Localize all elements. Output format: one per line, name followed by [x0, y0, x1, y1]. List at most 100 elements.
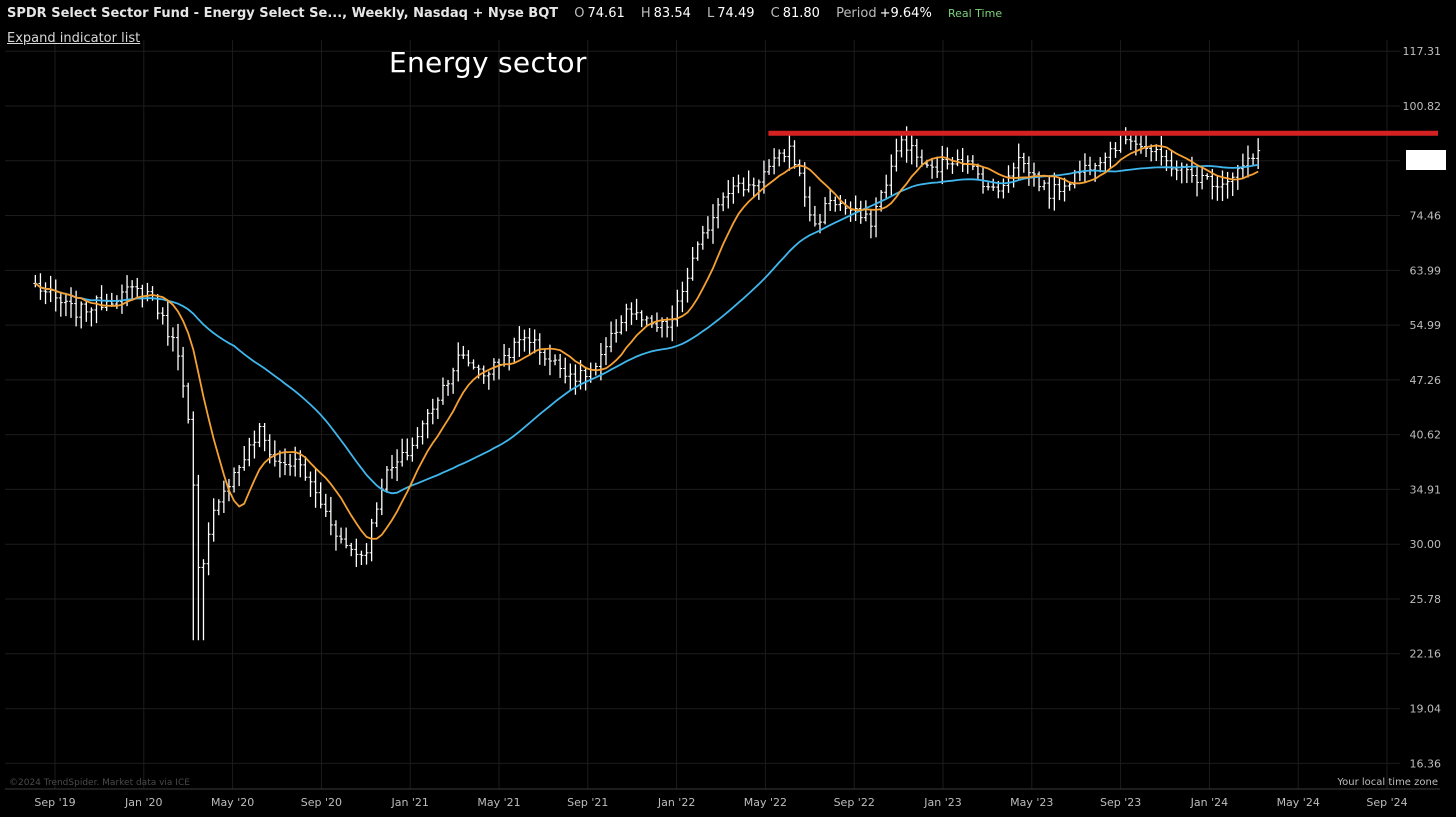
y-tick-label: 30.00: [1410, 538, 1442, 551]
ohlc-bar: [191, 411, 196, 641]
x-tick-label: Sep '22: [834, 796, 875, 809]
ohlc-bar: [410, 437, 415, 462]
realtime-badge: Real Time: [947, 7, 1003, 20]
ohlc-bar: [1113, 142, 1118, 158]
ohlc-bar: [1098, 157, 1103, 173]
ohlc-bar: [303, 456, 308, 481]
ohlc-bar: [517, 326, 522, 357]
ohlc-bar: [593, 362, 598, 376]
ohlc-bar: [609, 321, 614, 353]
y-tick-label: 22.16: [1410, 648, 1442, 661]
ohlc-bar: [466, 350, 471, 367]
x-tick-label: Sep '20: [301, 796, 342, 809]
ohlc-bar: [69, 287, 74, 318]
ohlc-bar: [369, 518, 374, 562]
ohlc-bar: [935, 156, 940, 178]
ohlc-bar: [339, 527, 344, 544]
ohlc-bar: [884, 174, 889, 199]
ohlc-bar: [323, 493, 328, 517]
x-tick-label: Sep '23: [1100, 796, 1141, 809]
ohlc-bar: [746, 170, 751, 193]
copyright-note: ©2024 TrendSpider. Market data via ICE: [9, 778, 190, 788]
ohlc-bar: [1042, 180, 1047, 191]
ohlc-bar: [99, 285, 104, 311]
x-tick-label: Jan '22: [657, 796, 695, 809]
y-tick-label: 47.26: [1410, 374, 1442, 387]
ohlc-bar: [1082, 153, 1087, 184]
ohlc-bar: [1149, 144, 1154, 162]
ohlc-bar: [1001, 178, 1006, 199]
y-tick-label: 25.78: [1410, 593, 1442, 606]
ohlc-bar: [823, 197, 828, 225]
ohlc-bar: [344, 527, 349, 549]
x-axis: Sep '19 Jan '20 May '20 Sep '20 Jan '21 May '…: [5, 788, 1440, 809]
ohlc-bar: [547, 344, 552, 376]
ohlc-bar: [634, 298, 639, 321]
ohlc-bar: [558, 353, 563, 378]
ohlc-bar: [787, 133, 792, 171]
ohlc-bar: [119, 284, 124, 314]
ohlc-bar: [690, 246, 695, 281]
x-tick-label: Sep '21: [567, 796, 608, 809]
ohlc-bar: [486, 371, 491, 390]
ohlc-bar: [390, 454, 395, 479]
ohlc-bar: [833, 196, 838, 212]
close-value: 81.80: [782, 6, 820, 21]
ohlc-bar: [1200, 167, 1205, 190]
low-label: L: [707, 6, 715, 21]
ohlc-bar: [43, 282, 48, 305]
ohlc-bar: [349, 542, 354, 557]
moving-average-slow-line: [34, 163, 1259, 495]
ohlc-bar: [1225, 171, 1230, 199]
ohlc-bar: [1179, 162, 1184, 184]
x-tick-label: Jan '21: [390, 796, 428, 809]
ohlc-bar: [644, 315, 649, 326]
ohlc-bar: [777, 149, 782, 167]
ohlc-bar: [542, 348, 547, 366]
ohlc-bar: [186, 382, 191, 424]
ohlc-bar: [1230, 172, 1235, 196]
ohlc-bar: [232, 467, 237, 493]
ohlc-bar: [374, 502, 379, 528]
ohlc-bar: [221, 480, 226, 513]
ohlc-bar: [553, 354, 558, 366]
ohlc-bar: [359, 550, 364, 565]
ohlc-bar: [1062, 177, 1067, 202]
ohlc-bar: [420, 420, 425, 445]
ohlc-bar: [695, 241, 700, 261]
x-tick-label: May '20: [211, 796, 254, 809]
ohlc-bar: [354, 538, 359, 568]
ohlc-bar: [848, 201, 853, 222]
timezone-button[interactable]: Your local time zone: [1337, 777, 1438, 788]
ohlc-bar: [277, 450, 282, 478]
ohlc-bar: [1047, 175, 1052, 209]
ohlc-bar: [288, 453, 293, 476]
ohlc-bar: [109, 292, 114, 307]
ohlc-bar: [583, 366, 588, 391]
grid-lines: [5, 40, 1400, 789]
ohlc-bar: [726, 180, 731, 209]
ohlc-bar: [1031, 162, 1036, 187]
ohlc-bar: [930, 157, 935, 179]
expand-indicator-list-link[interactable]: Expand indicator list: [7, 31, 141, 46]
ohlc-bar: [181, 346, 186, 398]
ohlc-bar: [700, 225, 705, 250]
ohlc-bar: [614, 319, 619, 343]
ohlc-bar: [104, 293, 109, 312]
ohlc-bar: [328, 496, 333, 536]
ohlc-bar: [1220, 170, 1225, 202]
ohlc-bar: [242, 446, 247, 471]
y-tick-label: 63.99: [1410, 264, 1442, 277]
ohlc-bar: [400, 438, 405, 467]
ohlc-bar: [160, 307, 165, 325]
ohlc-bar: [379, 478, 384, 516]
x-tick-label: May '21: [477, 796, 520, 809]
ohlc-bar: [914, 138, 919, 168]
ohlc-bar: [731, 176, 736, 204]
ohlc-bar: [252, 430, 257, 459]
ohlc-bar: [1195, 164, 1200, 197]
x-tick-label: Sep '19: [34, 796, 75, 809]
ohlc-bar: [1123, 127, 1128, 145]
ohlc-bar: [624, 303, 629, 332]
